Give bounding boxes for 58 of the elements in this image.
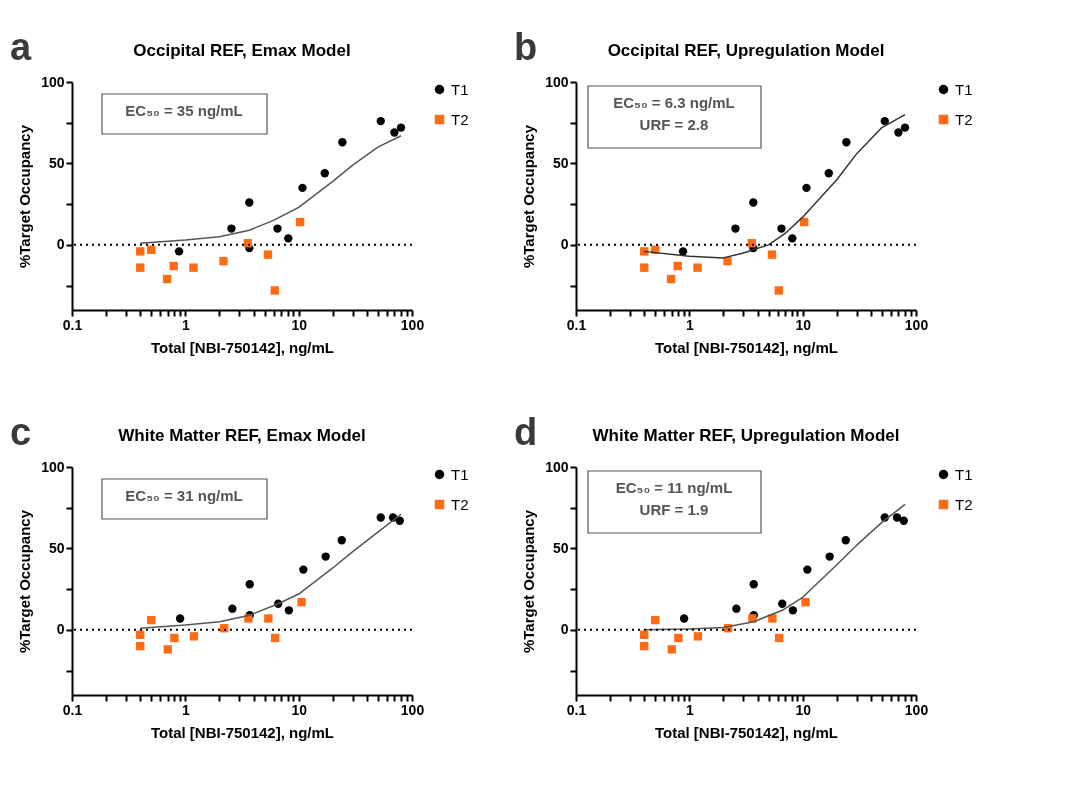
y-tick-label: 50 bbox=[552, 154, 569, 171]
chart-title: White Matter REF, Upregulation Model bbox=[592, 426, 900, 445]
x-tick-label: 1 bbox=[685, 316, 694, 333]
x-tick-label: 1 bbox=[181, 701, 190, 718]
annotation: URF = 2.8 bbox=[639, 116, 709, 133]
y-axis-title: %Target Occupancy bbox=[16, 509, 34, 654]
legend-label: T2 bbox=[955, 110, 973, 128]
x-axis-title: Total [NBI-750142], ng/mL bbox=[654, 723, 839, 741]
y-tick-label: 100 bbox=[545, 458, 569, 475]
x-tick-label: 0.1 bbox=[566, 701, 587, 718]
x-tick-label: 100 bbox=[904, 316, 929, 333]
y-tick-label: 0 bbox=[560, 621, 569, 638]
y-axis-title: %Target Occupancy bbox=[520, 124, 538, 269]
y-axis-title: %Target Occupancy bbox=[16, 124, 34, 269]
y-tick-label: 100 bbox=[41, 73, 65, 90]
y-tick-label: 50 bbox=[552, 539, 569, 556]
y-tick-label: 50 bbox=[48, 539, 65, 556]
annotation: URF = 1.9 bbox=[639, 501, 709, 518]
chart-title: Occipital REF, Upregulation Model bbox=[607, 41, 885, 60]
x-tick-label: 0.1 bbox=[62, 316, 83, 333]
y-tick-label: 0 bbox=[56, 621, 65, 638]
text: b bbox=[514, 26, 538, 68]
annotation: EC₅₀ = 35 ng/mL bbox=[125, 102, 243, 119]
x-tick-label: 1 bbox=[181, 316, 190, 333]
text: a bbox=[10, 26, 32, 68]
x-axis-title: Total [NBI-750142], ng/mL bbox=[150, 338, 335, 356]
x-tick-label: 0.1 bbox=[566, 316, 587, 333]
y-tick-label: 100 bbox=[41, 458, 65, 475]
legend-label: T1 bbox=[955, 80, 973, 98]
y-tick-label: 50 bbox=[48, 154, 65, 171]
legend-label: T1 bbox=[451, 80, 469, 98]
legend-label: T2 bbox=[451, 495, 469, 513]
chart-title: White Matter REF, Emax Model bbox=[118, 426, 366, 445]
legend-label: T1 bbox=[955, 465, 973, 483]
x-tick-label: 100 bbox=[400, 701, 425, 718]
legend-label: T2 bbox=[451, 110, 469, 128]
x-tick-label: 0.1 bbox=[62, 701, 83, 718]
annotation: EC₅₀ = 31 ng/mL bbox=[125, 487, 243, 504]
y-tick-label: 0 bbox=[56, 236, 65, 253]
text: d bbox=[514, 411, 538, 453]
chart-title: Occipital REF, Emax Model bbox=[133, 41, 351, 60]
x-tick-label: 10 bbox=[795, 701, 812, 718]
x-axis-title: Total [NBI-750142], ng/mL bbox=[150, 723, 335, 741]
annotation: EC₅₀ = 6.3 ng/mL bbox=[613, 94, 735, 111]
text: c bbox=[10, 411, 32, 453]
x-axis-title: Total [NBI-750142], ng/mL bbox=[654, 338, 839, 356]
y-tick-label: 100 bbox=[545, 73, 569, 90]
x-tick-label: 100 bbox=[400, 316, 425, 333]
y-axis-title: %Target Occupancy bbox=[520, 509, 538, 654]
y-tick-label: 0 bbox=[560, 236, 569, 253]
x-tick-label: 10 bbox=[795, 316, 812, 333]
annotation: EC₅₀ = 11 ng/mL bbox=[615, 479, 733, 496]
x-tick-label: 100 bbox=[904, 701, 929, 718]
legend-label: T2 bbox=[955, 495, 973, 513]
x-tick-label: 1 bbox=[685, 701, 694, 718]
x-tick-label: 10 bbox=[291, 701, 308, 718]
legend-label: T1 bbox=[451, 465, 469, 483]
x-tick-label: 10 bbox=[291, 316, 308, 333]
